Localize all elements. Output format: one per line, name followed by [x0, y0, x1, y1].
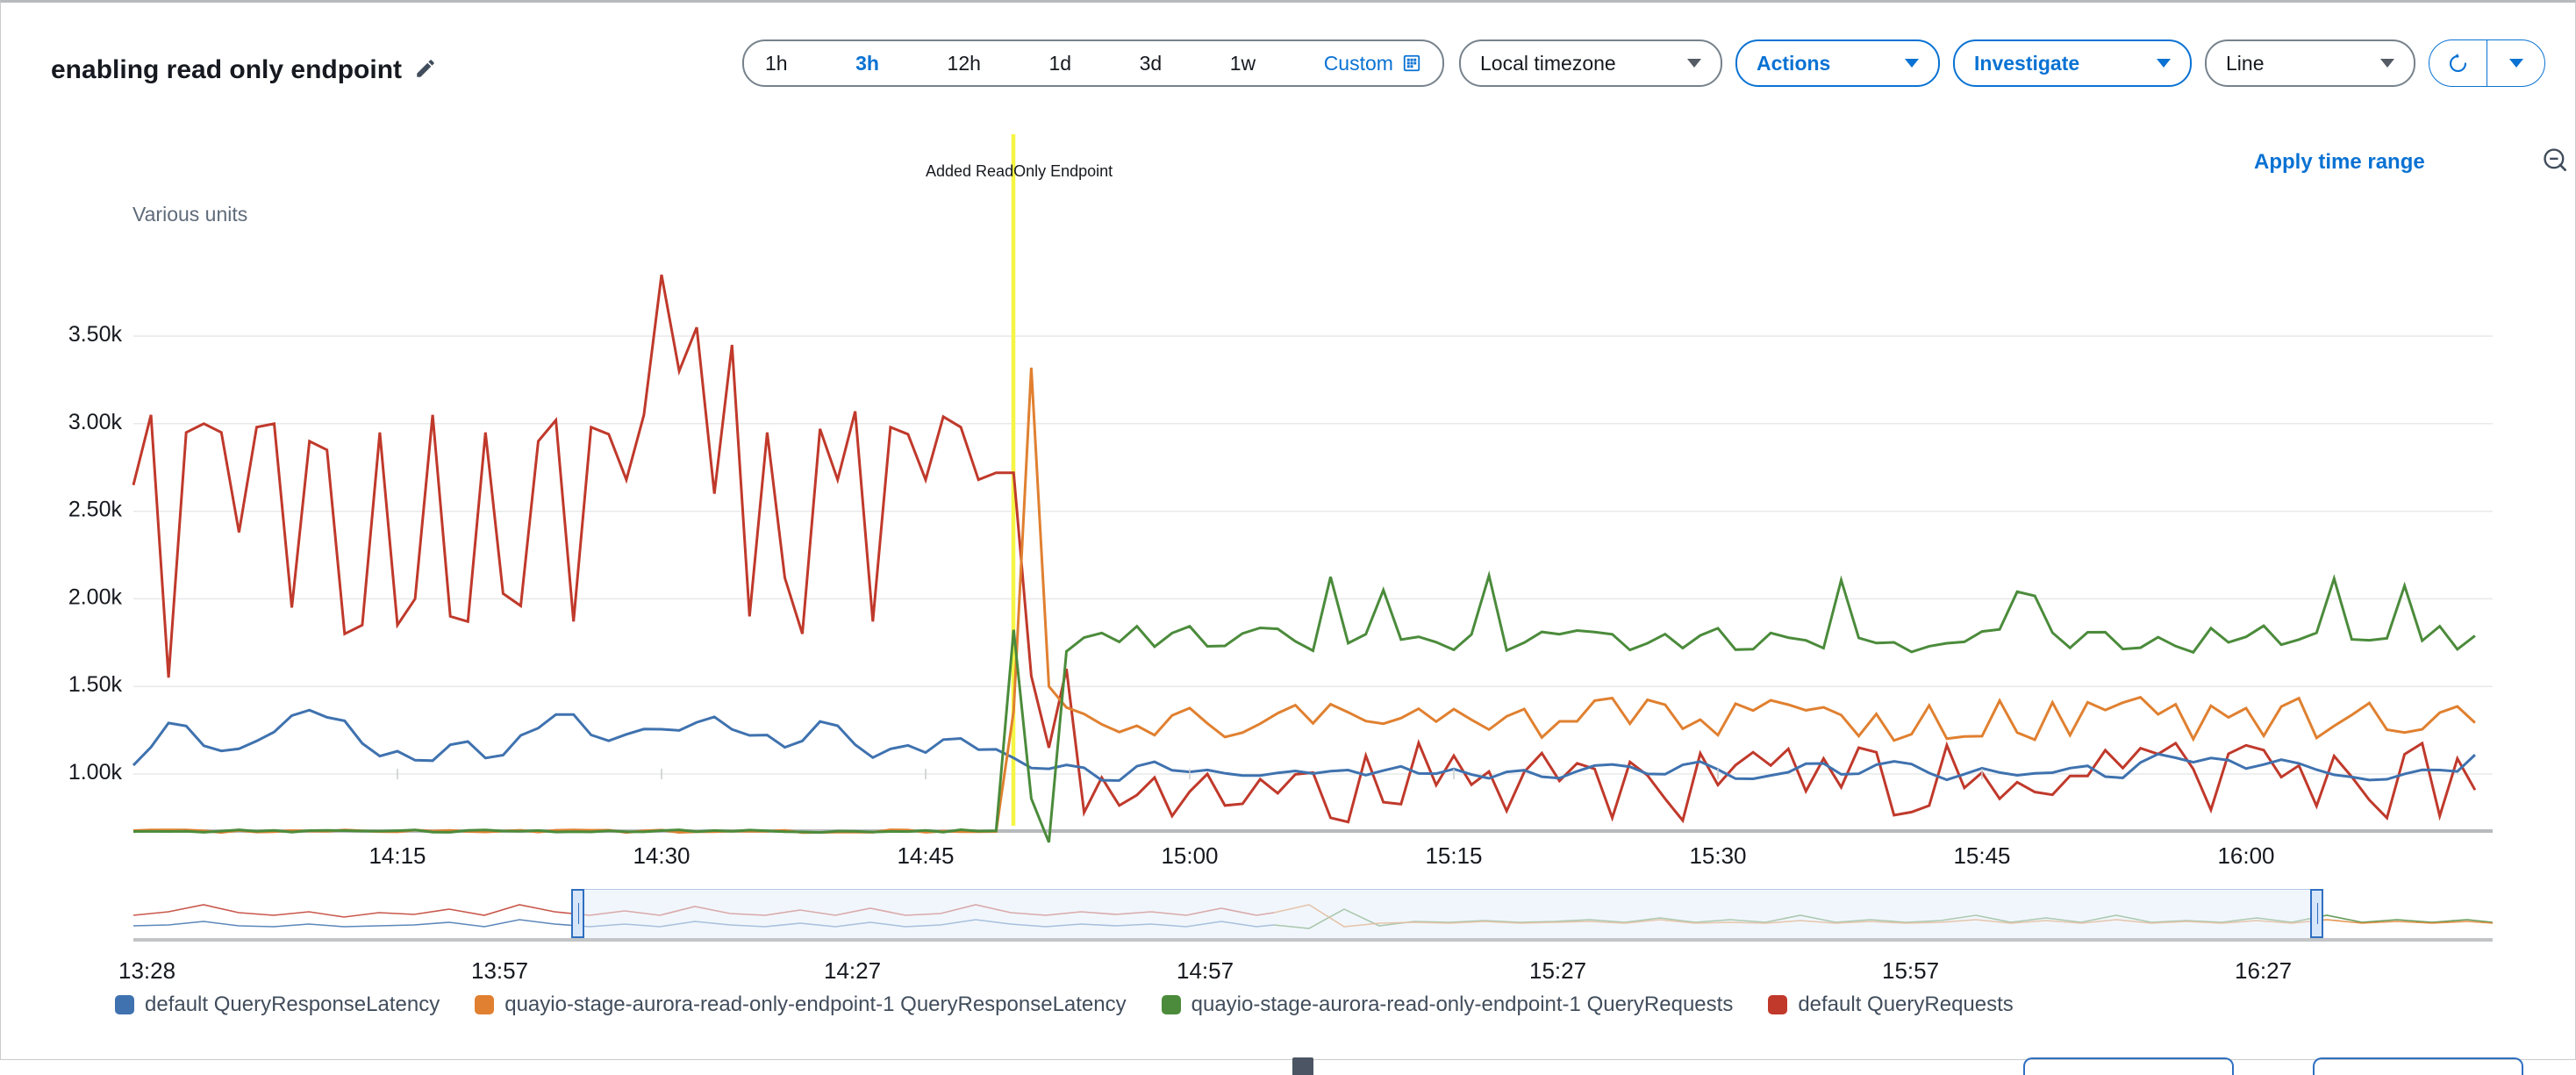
- svg-text:15:30: 15:30: [1689, 842, 1746, 869]
- svg-text:2.00k: 2.00k: [68, 584, 123, 609]
- svg-text:2.50k: 2.50k: [68, 498, 123, 522]
- svg-text:3.50k: 3.50k: [68, 322, 123, 347]
- svg-text:14:45: 14:45: [897, 842, 954, 869]
- svg-text:3.00k: 3.00k: [68, 410, 123, 434]
- svg-text:16:00: 16:00: [2217, 842, 2274, 869]
- svg-text:14:30: 14:30: [633, 842, 690, 869]
- svg-text:1.00k: 1.00k: [68, 760, 123, 785]
- svg-text:15:45: 15:45: [1953, 842, 2010, 869]
- svg-text:15:15: 15:15: [1425, 842, 1482, 869]
- svg-text:1.50k: 1.50k: [68, 672, 123, 697]
- svg-text:15:00: 15:00: [1161, 842, 1218, 869]
- svg-text:14:15: 14:15: [369, 842, 426, 869]
